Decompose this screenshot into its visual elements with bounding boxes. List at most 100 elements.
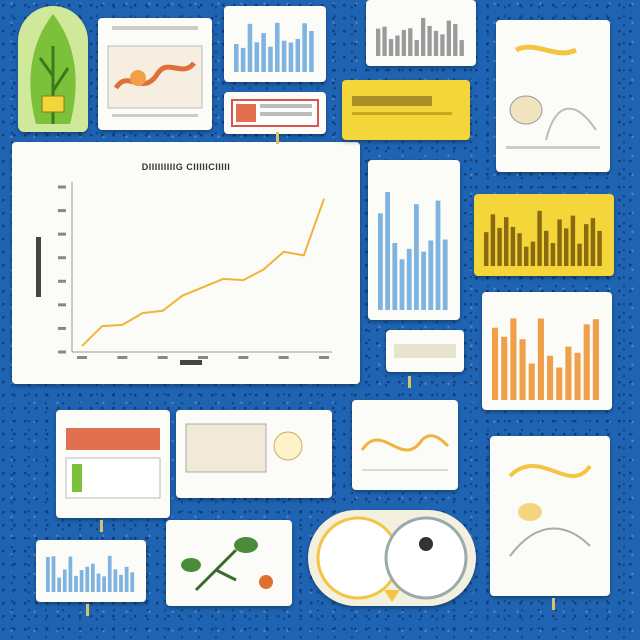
mini-bar [113, 569, 118, 592]
mini-bar [501, 336, 508, 400]
mini-bar [556, 367, 563, 400]
mini-bar [528, 363, 535, 400]
x-tick-mark [157, 356, 168, 359]
mini-bar [68, 556, 73, 592]
mini-bar [557, 219, 562, 266]
y-tick-mark [58, 326, 66, 330]
mini-bar [577, 243, 582, 266]
main-line-chart-card: DIIIIIIIIIG CIIIIICIIIII [12, 142, 360, 384]
mini-bar [382, 26, 387, 56]
mini-bar [302, 23, 307, 72]
main-chart-title: DIIIIIIIIIG CIIIIICIIIII [141, 162, 231, 172]
mini-bar [453, 24, 458, 56]
mini-bar [435, 200, 441, 310]
mini-bar [564, 228, 569, 266]
curve-card-bottom-right [490, 436, 610, 596]
blue-bars-card-3 [36, 540, 146, 602]
orange-bars-card [482, 292, 612, 410]
y-tick-mark [58, 209, 66, 213]
mini-bar [240, 47, 246, 72]
mini-bar [544, 230, 549, 266]
blue-bars-card-1 [224, 6, 326, 82]
x-tick-mark [319, 356, 329, 359]
mini-bar [592, 319, 599, 400]
mini-bar [392, 243, 398, 310]
mini-bar [497, 227, 502, 266]
mini-bar [537, 318, 544, 400]
mini-bar [492, 327, 499, 400]
mini-bar [401, 29, 406, 56]
mini-bar [537, 210, 542, 266]
red-table-card [224, 92, 326, 134]
mini-bar [399, 259, 405, 310]
mini-bar [490, 214, 496, 266]
mini-bar [583, 324, 590, 400]
owl-card [308, 510, 476, 606]
mini-bar [590, 218, 596, 266]
y-tick-mark [58, 185, 66, 189]
mini-bar [574, 352, 581, 400]
small-strip-card [386, 330, 464, 372]
mini-bar [268, 46, 273, 72]
leaf-icon [30, 14, 76, 124]
y-tick-mark [58, 232, 66, 236]
mini-bar [388, 39, 394, 56]
curve-card-top-right [496, 20, 610, 172]
mini-bar [378, 213, 383, 310]
mini-bar [385, 192, 390, 310]
main-line-chart [36, 182, 332, 365]
mini-bar [442, 239, 448, 310]
diagram-card [176, 410, 332, 498]
mini-bar [74, 575, 78, 592]
mini-bar [119, 574, 123, 592]
mini-bar [421, 251, 426, 310]
mini-bar [570, 215, 576, 266]
pie-diagram-card [98, 18, 212, 130]
mini-bar [85, 566, 90, 592]
mini-bar [376, 28, 381, 56]
mini-bar [504, 217, 509, 266]
x-tick-mark [278, 356, 289, 359]
mini-bar [510, 318, 517, 400]
y-tick-mark [58, 279, 66, 283]
mini-bar [524, 246, 529, 266]
mini-bar [406, 248, 412, 310]
mini-bar [295, 38, 301, 72]
mini-bar [414, 204, 419, 310]
mini-bar [517, 233, 522, 266]
table-card [56, 410, 170, 518]
wave-card [352, 400, 458, 490]
mini-bar [597, 230, 602, 266]
mini-bar [107, 555, 112, 592]
x-tick-mark [198, 356, 208, 359]
mini-bar [130, 572, 135, 592]
mini-bar [519, 339, 526, 400]
mini-bar [428, 240, 434, 310]
plant-icon [181, 537, 273, 592]
mini-bar [91, 563, 95, 592]
x-axis-label-mark [180, 360, 202, 365]
mini-bar [275, 22, 280, 72]
mini-bar [46, 556, 50, 592]
mini-bar [51, 556, 56, 592]
mini-bar [433, 30, 439, 56]
mini-bar [547, 355, 554, 400]
mini-bar [395, 35, 400, 56]
mini-bar [484, 232, 489, 266]
yellow-note-card [342, 80, 470, 140]
gray-bars-card [366, 0, 476, 66]
mini-bar [550, 243, 556, 266]
mini-bar [446, 20, 451, 56]
x-tick-mark [117, 356, 128, 359]
mini-bar [584, 224, 589, 266]
y-axis-label-mark [36, 237, 41, 297]
mini-bar [309, 31, 314, 72]
plant-card [166, 520, 292, 606]
mini-bar [288, 42, 294, 72]
owl-icon [316, 516, 468, 602]
mini-bar [124, 566, 129, 592]
mini-bar [408, 28, 413, 56]
yellow-bars-card [474, 194, 614, 276]
mini-bar [421, 17, 426, 57]
mini-bar [234, 44, 239, 72]
